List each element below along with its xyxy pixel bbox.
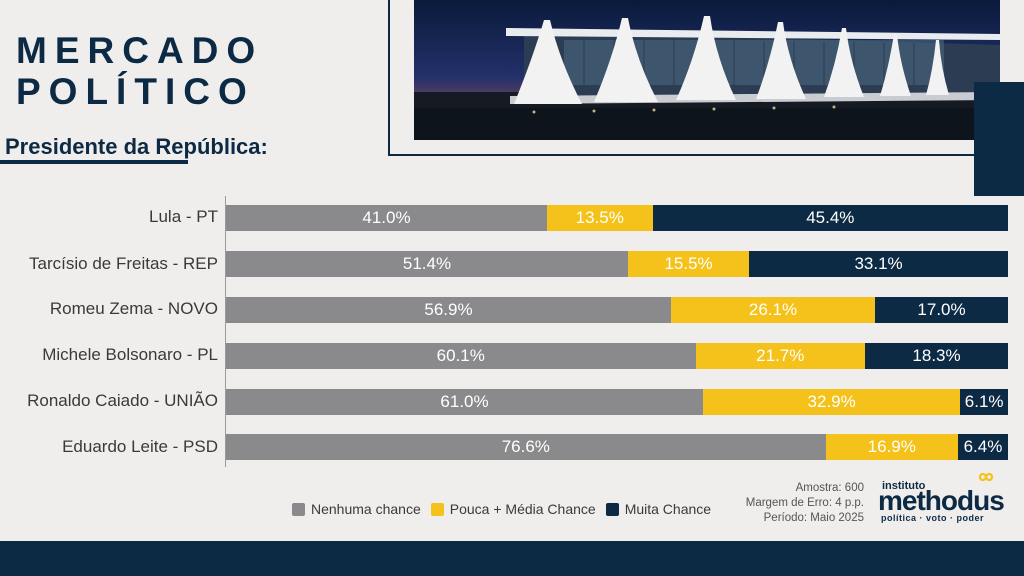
bar-segment: 33.1% xyxy=(749,251,1008,277)
bar-value-label: 45.4% xyxy=(806,208,855,227)
bar-value-label: 17.0% xyxy=(917,300,966,319)
bar-value-label: 61.0% xyxy=(440,392,489,411)
survey-metadata: Amostra: 600 Margem de Erro: 4 p.p. Perí… xyxy=(710,481,864,526)
category-label: Romeu Zema - NOVO xyxy=(49,299,218,318)
title-line-1: MERCADO xyxy=(16,30,264,71)
bar-segment: 16.9% xyxy=(825,434,958,460)
category-label: Ronaldo Caiado - UNIÃO xyxy=(27,391,218,410)
sample-size: Amostra: 600 xyxy=(795,482,864,494)
bar-segment: 41.0% xyxy=(226,205,547,231)
legend-item-pouca-media: Pouca + Média Chance xyxy=(430,501,596,517)
survey-period: Período: Maio 2025 xyxy=(763,512,864,524)
palace-photo-illustration xyxy=(414,0,1000,140)
infinity-icon xyxy=(978,472,994,482)
logo-tagline: política · voto · poder xyxy=(881,513,984,523)
legend-label: Pouca + Média Chance xyxy=(449,501,596,517)
bottom-band xyxy=(0,541,1024,576)
bar-segment: 45.4% xyxy=(652,205,1008,231)
bar-segment: 15.5% xyxy=(627,251,750,277)
bar-segment: 6.1% xyxy=(960,389,1008,415)
main-title: MERCADO POLÍTICO xyxy=(16,30,263,112)
legend-swatch-navy xyxy=(605,502,619,516)
legend-item-muita: Muita Chance xyxy=(605,501,712,517)
legend-label: Muita Chance xyxy=(624,501,712,517)
bar-segment: 51.4% xyxy=(226,251,628,277)
bar-value-label: 32.9% xyxy=(807,392,856,411)
bar-segment: 61.0% xyxy=(226,389,704,415)
legend-label: Nenhuma chance xyxy=(311,501,421,517)
bar-value-label: 56.9% xyxy=(424,300,473,319)
bar-value-label: 16.9% xyxy=(867,437,916,456)
navy-accent-block xyxy=(974,82,1024,196)
title-line-2: POLÍTICO xyxy=(16,71,255,112)
bar-segment: 32.9% xyxy=(703,389,961,415)
logo-brand: methodus xyxy=(878,485,1005,516)
legend: Nenhuma chance Pouca + Média Chance Muit… xyxy=(292,501,721,517)
bar-value-label: 6.4% xyxy=(963,437,1003,456)
bar-segment: 18.3% xyxy=(865,343,1008,369)
bar-segment: 13.5% xyxy=(546,205,653,231)
bar-value-label: 33.1% xyxy=(854,254,903,273)
bar-segment: 21.7% xyxy=(695,343,866,369)
bar-value-label: 41.0% xyxy=(362,208,411,227)
bar-value-label: 6.1% xyxy=(964,392,1004,411)
y-axis-line xyxy=(225,196,226,467)
bar-segment: 17.0% xyxy=(875,297,1008,323)
photo-frame xyxy=(388,0,974,156)
bar-segment: 60.1% xyxy=(226,343,696,369)
logo-prefix: instituto xyxy=(882,480,926,492)
legend-swatch-gray xyxy=(292,502,305,516)
bar-value-label: 18.3% xyxy=(912,346,961,365)
bar-segment: 56.9% xyxy=(226,297,671,323)
bar-value-label: 51.4% xyxy=(402,254,452,273)
bar-segment: 76.6% xyxy=(226,434,826,460)
chart-subtitle: Presidente da República: xyxy=(5,134,268,159)
bar-value-label: 15.5% xyxy=(664,254,713,273)
legend-swatch-yellow xyxy=(430,502,444,516)
legend-item-nenhuma: Nenhuma chance xyxy=(292,501,421,517)
palace-photo xyxy=(414,0,1000,140)
margin-of-error: Margem de Erro: 4 p.p. xyxy=(745,497,864,509)
category-label: Tarcísio de Freitas - REP xyxy=(29,254,218,273)
category-label: Eduardo Leite - PSD xyxy=(62,437,218,456)
category-label: Lula - PT xyxy=(149,207,218,226)
bar-segment: 6.4% xyxy=(957,434,1008,460)
subtitle-underline xyxy=(0,160,188,164)
bar-value-label: 13.5% xyxy=(575,208,624,227)
bar-value-label: 60.1% xyxy=(436,346,485,365)
bar-value-label: 26.1% xyxy=(748,300,798,319)
category-label: Michele Bolsonaro - PL xyxy=(42,345,218,364)
bar-segment: 26.1% xyxy=(670,297,876,323)
bar-value-label: 21.7% xyxy=(756,346,805,365)
bar-value-label: 76.6% xyxy=(501,437,550,456)
